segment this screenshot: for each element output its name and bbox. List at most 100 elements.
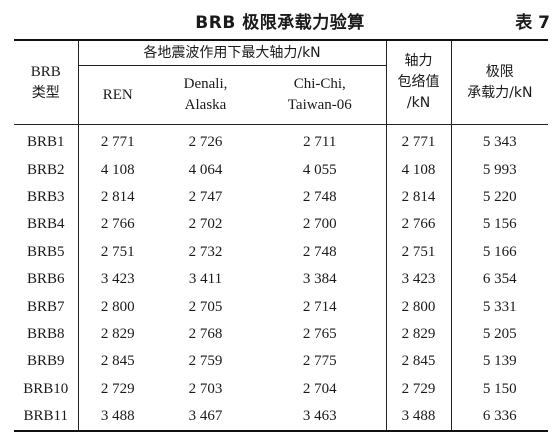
cell-envelope: 2 729	[385, 375, 452, 403]
cell-denali: 2 702	[188, 216, 223, 233]
cell-chichi: 2 748	[302, 188, 337, 205]
table-row: BRB2 4 108 4 064 4 055 4 108 5 993	[14, 156, 549, 184]
cell-brb-type: BRB3	[14, 183, 79, 212]
cell-envelope: 2 800	[385, 293, 452, 321]
cell-ren: 2 766	[100, 216, 135, 233]
table-row: BRB7 2 800 2 705 2 714 2 800 5 331	[14, 293, 549, 321]
header-envelope-line3: /kN	[406, 95, 431, 111]
header-envelope-line2: 包络值	[397, 74, 440, 90]
cell-denali: 3 411	[188, 271, 223, 288]
header-denali-alaska: Denali, Alaska	[157, 65, 254, 125]
header-brb-type-line1: BRB	[30, 63, 61, 80]
cell-denali: 2 703	[188, 380, 223, 397]
cell-denali: 3 467	[157, 402, 254, 433]
cell-ultimate: 5 166	[450, 238, 549, 266]
cell-envelope: 2 845	[385, 348, 452, 376]
cell-envelope: 3 488	[385, 402, 452, 433]
cell-denali: 2 726	[188, 134, 223, 151]
table-row: BRB8 2 829 2 768 2 765 2 829 5 205	[14, 320, 549, 349]
cell-ren: 3 488	[78, 402, 157, 433]
cell-brb-type: BRB11	[14, 402, 79, 433]
cell-brb-type: BRB1	[14, 124, 79, 157]
cell-brb-type: BRB10	[14, 375, 79, 403]
header-brb-type: BRB 类型	[14, 39, 79, 125]
cell-denali: 2 705	[188, 298, 223, 315]
cell-chichi: 3 384	[302, 271, 337, 288]
cell-denali: 2 732	[188, 243, 223, 260]
cell-chichi: 2 711	[303, 134, 337, 151]
header-ultimate-line1: 极限	[485, 63, 514, 80]
header-denali-line1: Denali,	[183, 76, 228, 92]
header-chichi-taiwan: Chi-Chi, Taiwan-06	[254, 65, 387, 125]
cell-chichi: 2 714	[302, 298, 337, 315]
header-max-axial-force-group: 各地震波作用下最大轴力/kN	[78, 39, 387, 66]
header-axial-envelope: 轴力 包络值 /kN	[385, 39, 452, 125]
cell-ultimate: 5 220	[450, 183, 549, 212]
header-ren: REN	[78, 65, 157, 125]
table-row: BRB6 3 423 3 411 3 384 3 423 6 354	[14, 265, 549, 294]
table-row: BRB10 2 729 2 703 2 704 2 729 5 150	[14, 375, 549, 403]
header-ultimate-capacity: 极限 承载力/kN	[450, 39, 549, 125]
cell-ultimate: 5 150	[450, 375, 549, 403]
table-row: BRB5 2 751 2 732 2 748 2 751 5 166	[14, 238, 549, 266]
cell-chichi: 4 055	[302, 161, 337, 178]
cell-denali: 2 768	[188, 325, 223, 342]
cell-ren: 2 751	[100, 243, 135, 260]
cell-envelope: 2 814	[385, 183, 452, 212]
cell-brb-type: BRB9	[14, 348, 79, 376]
cell-brb-type: BRB5	[14, 238, 79, 266]
cell-ultimate: 5 156	[450, 211, 549, 239]
cell-chichi: 2 775	[302, 353, 337, 370]
header-brb-type-line2: 类型	[31, 84, 60, 101]
cell-ren: 2 800	[100, 298, 135, 315]
table-row: BRB3 2 814 2 747 2 748 2 814 5 220	[14, 183, 549, 212]
brb-ultimate-capacity-table: BRB 类型 各地震波作用下最大轴力/kN 轴力 包络值 /kN 极限 承载力/…	[14, 39, 549, 433]
cell-ultimate: 6 354	[450, 265, 549, 294]
table-number: 表 7	[515, 13, 550, 33]
cell-chichi: 2 765	[302, 325, 337, 342]
header-ultimate-line2: 承载力/kN	[467, 84, 533, 101]
cell-ultimate: 5 205	[450, 320, 549, 349]
cell-denali: 2 747	[188, 188, 223, 205]
cell-brb-type: BRB2	[14, 156, 79, 184]
cell-ultimate: 5 993	[450, 156, 549, 184]
table-body: BRB1 2 771 2 726 2 711 2 771 5 343 BRB2 4 108 4…	[14, 124, 549, 433]
cell-chichi: 2 748	[302, 243, 337, 260]
cell-ren: 3 423	[100, 271, 135, 288]
cell-chichi: 3 463	[254, 402, 387, 433]
cell-envelope: 2 771	[385, 124, 452, 157]
cell-brb-type: BRB6	[14, 265, 79, 294]
cell-ultimate: 5 139	[450, 348, 549, 376]
cell-chichi: 2 700	[302, 216, 337, 233]
cell-ren: 2 845	[100, 353, 135, 370]
cell-ren: 2 771	[100, 134, 135, 151]
header-chichi-line1: Chi-Chi,	[293, 76, 346, 92]
table-row: BRB9 2 845 2 759 2 775 2 845 5 139	[14, 348, 549, 376]
cell-ren: 2 814	[100, 188, 135, 205]
table-row: BRB11 3 488 3 467 3 463 3 488 6 336	[14, 402, 549, 433]
cell-envelope: 2 829	[385, 320, 452, 349]
table-title: BRB 极限承载力验算	[195, 13, 365, 33]
cell-envelope: 2 751	[385, 238, 452, 266]
cell-brb-type: BRB7	[14, 293, 79, 321]
cell-envelope: 3 423	[385, 265, 452, 294]
cell-chichi: 2 704	[302, 380, 337, 397]
cell-ultimate: 6 336	[450, 402, 549, 433]
cell-denali: 2 759	[188, 353, 223, 370]
table-row: BRB4 2 766 2 702 2 700 2 766 5 156	[14, 211, 549, 239]
header-chichi-line2: Taiwan-06	[287, 97, 352, 113]
cell-ultimate: 5 343	[450, 124, 549, 157]
cell-ren: 2 829	[100, 325, 135, 342]
cell-brb-type: BRB4	[14, 211, 79, 239]
table-caption: BRB 极限承载力验算 表 7	[0, 8, 560, 34]
table-row: BRB1 2 771 2 726 2 711 2 771 5 343	[14, 124, 549, 157]
cell-ren: 4 108	[100, 161, 135, 178]
cell-ultimate: 5 331	[450, 293, 549, 321]
cell-envelope: 2 766	[385, 211, 452, 239]
cell-brb-type: BRB8	[14, 320, 79, 349]
cell-ren: 2 729	[100, 380, 135, 397]
header-envelope-line1: 轴力	[404, 53, 433, 69]
cell-denali: 4 064	[188, 161, 223, 178]
cell-envelope: 4 108	[385, 156, 452, 184]
header-denali-line2: Alaska	[184, 97, 227, 113]
